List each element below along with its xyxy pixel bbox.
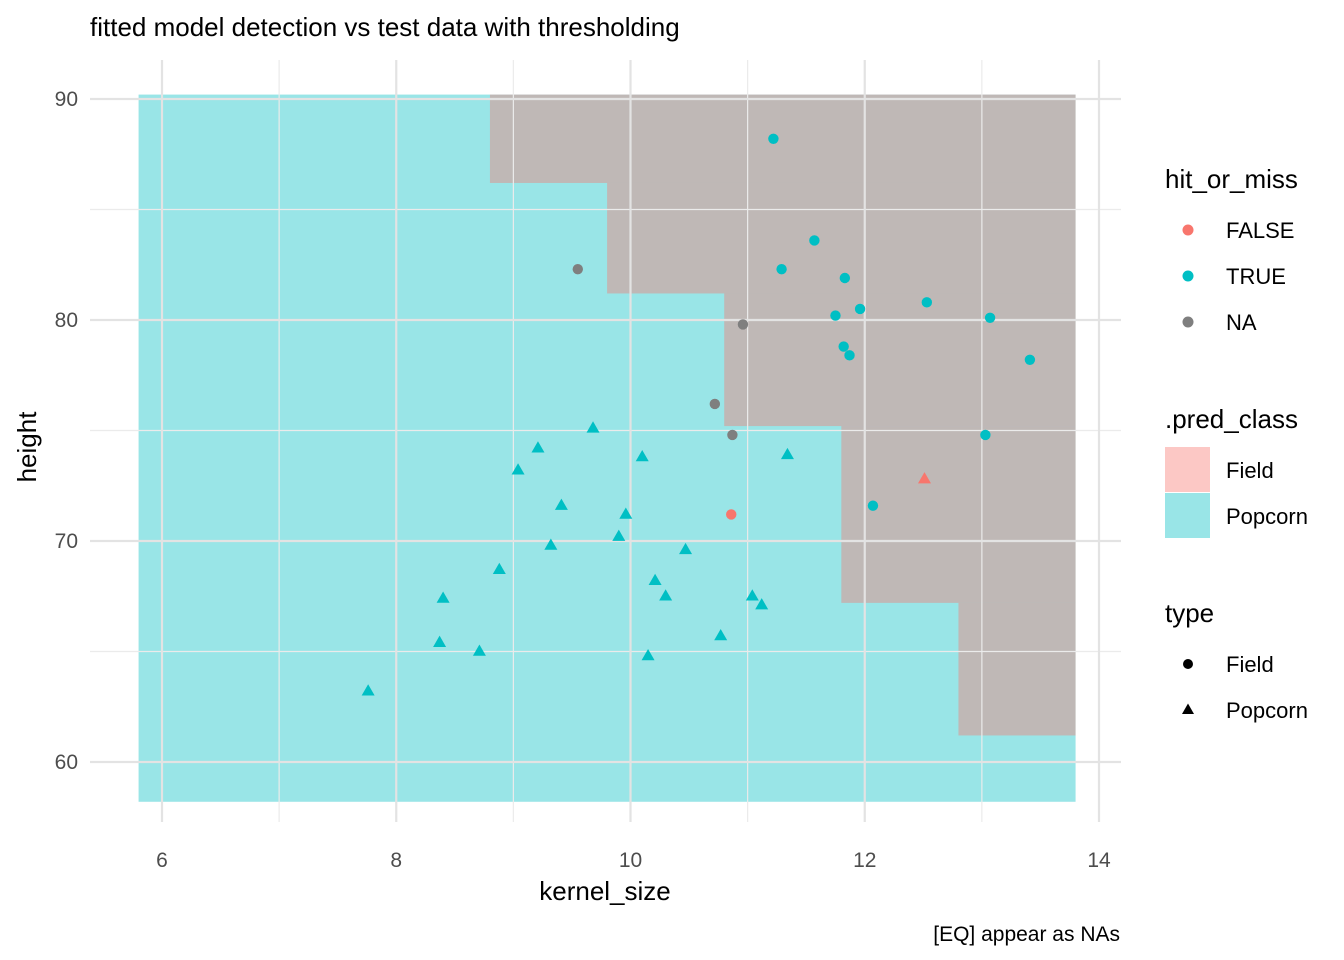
region-field bbox=[724, 293, 1076, 427]
point-field bbox=[984, 312, 996, 323]
point-field bbox=[726, 509, 737, 520]
legend-label: Field bbox=[1226, 652, 1274, 677]
point-field bbox=[921, 297, 933, 308]
point-field bbox=[844, 350, 855, 361]
point-field bbox=[572, 263, 583, 275]
point-popcorn bbox=[612, 529, 626, 541]
legend-hit-or-miss: hit_or_miss FALSE TRUE NA bbox=[1165, 164, 1298, 335]
legends: hit_or_miss FALSE TRUE NA .pred_class Field Po… bbox=[1165, 164, 1308, 723]
data-points bbox=[361, 133, 1036, 696]
region-popcorn bbox=[138, 94, 1076, 802]
legend-key-fill bbox=[1165, 493, 1210, 538]
point-popcorn bbox=[511, 463, 525, 475]
point-popcorn bbox=[917, 472, 931, 484]
legend-key-triangle bbox=[1182, 703, 1194, 714]
point-field bbox=[809, 235, 820, 246]
chart-caption: [EQ] appear as NAs bbox=[933, 923, 1120, 946]
chart-title: fitted model detection vs test data with… bbox=[90, 12, 680, 42]
y-axis-ticks: 60 70 80 90 bbox=[55, 88, 78, 774]
region-field bbox=[958, 602, 1076, 736]
region-field bbox=[841, 426, 1076, 603]
point-popcorn bbox=[714, 629, 728, 641]
point-field bbox=[838, 341, 849, 352]
point-popcorn bbox=[531, 441, 545, 453]
point-popcorn bbox=[436, 591, 450, 603]
legend-label: FALSE bbox=[1226, 218, 1294, 243]
legend-label: Popcorn bbox=[1226, 698, 1308, 723]
legend-key-circle bbox=[1183, 659, 1193, 669]
y-tick-label: 70 bbox=[55, 530, 78, 553]
point-popcorn bbox=[745, 589, 759, 601]
legend-key-fill bbox=[1165, 447, 1210, 492]
legend-label: Popcorn bbox=[1226, 504, 1308, 529]
point-field bbox=[854, 303, 866, 315]
region-field bbox=[489, 94, 1076, 183]
y-tick-label: 90 bbox=[55, 88, 78, 111]
legend-key-circle bbox=[1182, 224, 1194, 236]
x-tick-label: 12 bbox=[853, 849, 876, 872]
y-axis-label: height bbox=[12, 411, 42, 483]
x-tick-label: 14 bbox=[1087, 849, 1111, 872]
legend-key-circle bbox=[1182, 270, 1194, 282]
x-axis-label: kernel_size bbox=[539, 876, 671, 906]
point-popcorn bbox=[619, 507, 633, 519]
point-popcorn bbox=[492, 562, 506, 575]
point-popcorn bbox=[679, 542, 693, 555]
legend-key-circle bbox=[1182, 316, 1194, 328]
legend-label: Field bbox=[1226, 458, 1274, 483]
point-field bbox=[839, 272, 851, 284]
legend-title: .pred_class bbox=[1165, 404, 1298, 434]
point-field bbox=[727, 429, 738, 441]
point-field bbox=[737, 319, 749, 330]
point-popcorn bbox=[554, 498, 568, 510]
point-field bbox=[867, 500, 879, 511]
point-field bbox=[980, 429, 991, 441]
point-field bbox=[830, 310, 841, 321]
y-tick-label: 80 bbox=[55, 309, 78, 332]
legend-pred-class: .pred_class Field Popcorn bbox=[1165, 404, 1308, 538]
point-field bbox=[776, 263, 787, 275]
point-popcorn bbox=[635, 450, 649, 462]
x-axis-ticks: 6 8 10 12 14 bbox=[156, 849, 1111, 872]
x-tick-label: 8 bbox=[390, 849, 402, 872]
x-tick-label: 10 bbox=[619, 849, 642, 872]
point-popcorn bbox=[755, 598, 769, 610]
point-popcorn bbox=[361, 684, 375, 696]
point-popcorn bbox=[433, 635, 447, 647]
point-popcorn bbox=[586, 421, 600, 433]
point-popcorn bbox=[472, 644, 486, 656]
point-popcorn bbox=[544, 538, 558, 550]
point-field bbox=[1024, 354, 1036, 365]
prediction-regions bbox=[138, 94, 1076, 802]
legend-label: NA bbox=[1226, 310, 1257, 335]
legend-type: type Field Popcorn bbox=[1165, 598, 1308, 723]
grid bbox=[90, 60, 1121, 822]
point-field bbox=[709, 398, 721, 410]
x-tick-label: 6 bbox=[156, 849, 168, 872]
point-field bbox=[768, 133, 779, 144]
y-tick-label: 60 bbox=[55, 751, 78, 774]
legend-title: type bbox=[1165, 598, 1214, 628]
point-popcorn bbox=[641, 648, 655, 661]
legend-label: TRUE bbox=[1226, 264, 1286, 289]
point-popcorn bbox=[780, 447, 794, 460]
point-popcorn bbox=[648, 573, 662, 586]
point-popcorn bbox=[659, 589, 673, 601]
legend-title: hit_or_miss bbox=[1165, 164, 1298, 194]
